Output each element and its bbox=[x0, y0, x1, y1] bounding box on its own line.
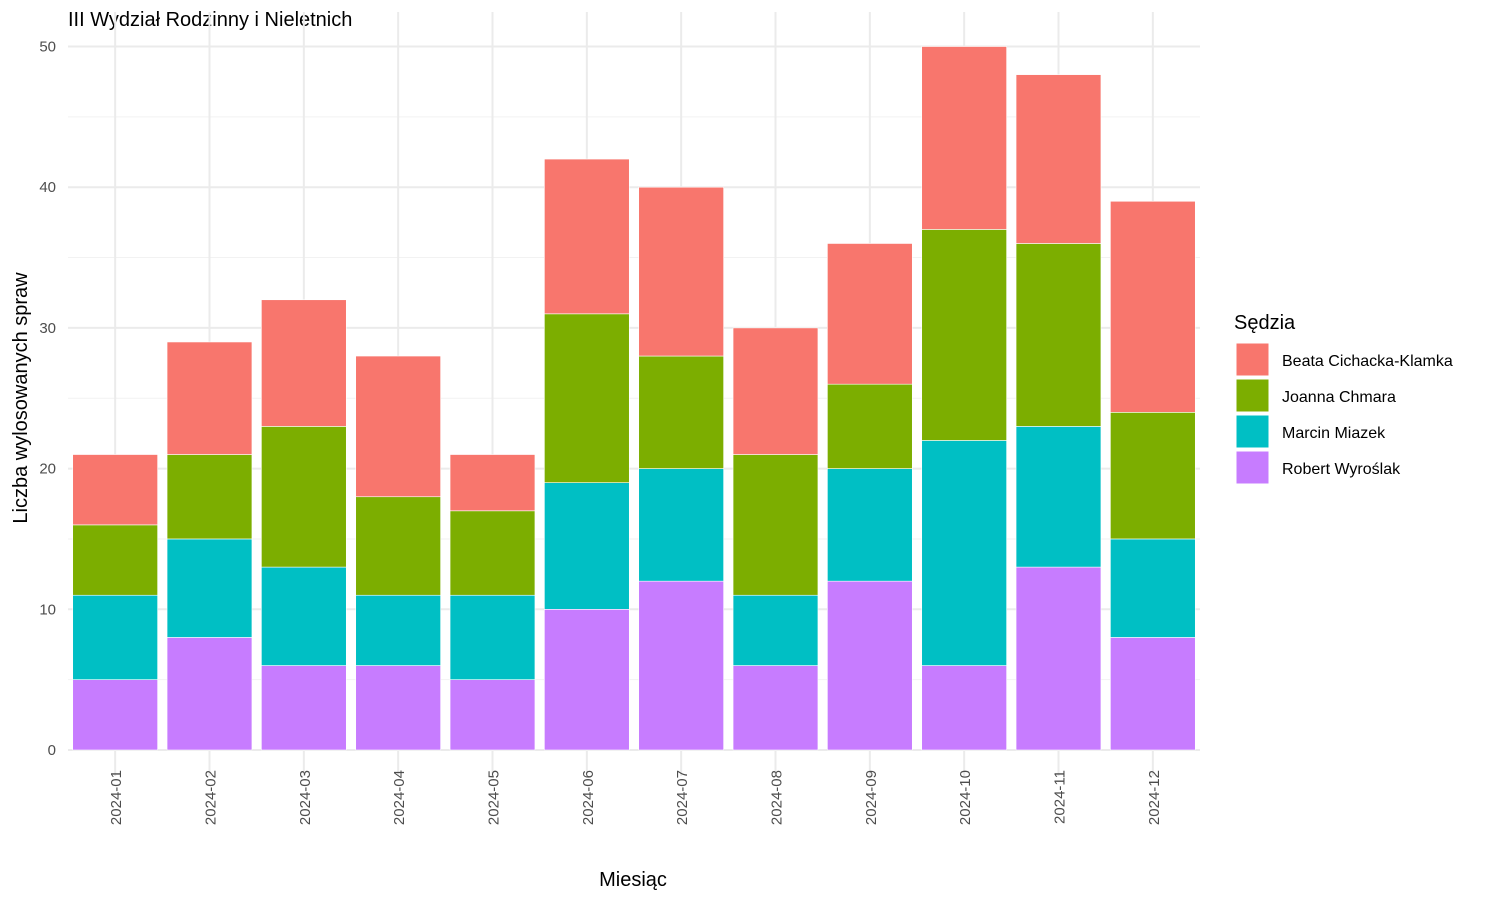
legend-label: Beata Cichacka-Klamka bbox=[1282, 353, 1453, 370]
bar-segment bbox=[827, 243, 913, 385]
bar-segment bbox=[355, 355, 441, 498]
y-axis-ticks: 0 10 20 30 40 50 bbox=[39, 39, 56, 760]
bar-segment bbox=[261, 665, 347, 751]
bar-segment bbox=[1015, 74, 1102, 244]
bar-segment bbox=[166, 454, 253, 540]
bar-segment bbox=[1015, 243, 1102, 427]
bar-segment bbox=[355, 496, 441, 596]
bar-segment bbox=[166, 341, 253, 455]
x-tick-label: 2024-06 bbox=[580, 770, 597, 825]
bars bbox=[72, 46, 1196, 751]
bar-segment bbox=[1110, 637, 1196, 751]
legend: Sędzia Beata Cichacka-Klamka Joanna Chmar… bbox=[1234, 312, 1453, 485]
x-tick-label: 2024-01 bbox=[108, 770, 125, 825]
x-tick-label: 2024-05 bbox=[486, 770, 503, 825]
bar-segment bbox=[355, 594, 441, 666]
x-tick-label: 2024-08 bbox=[769, 770, 786, 825]
bar-segment bbox=[732, 594, 819, 666]
bar-segment bbox=[261, 566, 347, 666]
bar-segment bbox=[1110, 200, 1196, 413]
bar-segment bbox=[1015, 426, 1102, 568]
bar-segment bbox=[921, 440, 1007, 666]
legend-label: Joanna Chmara bbox=[1282, 389, 1396, 406]
x-tick-label: 2024-04 bbox=[391, 770, 408, 825]
bar-segment bbox=[827, 468, 913, 582]
bar-segment bbox=[732, 665, 819, 751]
y-tick-label: 30 bbox=[39, 320, 56, 337]
bar-segment bbox=[921, 229, 1007, 441]
bar-segment bbox=[921, 665, 1007, 751]
legend-key bbox=[1235, 450, 1270, 485]
legend-key bbox=[1235, 414, 1270, 449]
bar-segment bbox=[638, 355, 724, 469]
x-tick-label: 2024-10 bbox=[957, 770, 974, 825]
bar-segment bbox=[355, 665, 441, 751]
bar-segment bbox=[449, 454, 536, 512]
bar-segment bbox=[638, 580, 724, 751]
bar-segment bbox=[166, 538, 253, 638]
legend-label: Robert Wyroślak bbox=[1282, 461, 1401, 478]
legend-key bbox=[1235, 378, 1270, 413]
y-axis-title: Liczba wylosowanych spraw bbox=[10, 272, 32, 524]
bar-segment bbox=[261, 426, 347, 568]
y-tick-label: 10 bbox=[39, 601, 56, 618]
bar-segment bbox=[732, 327, 819, 455]
bar-segment bbox=[1015, 566, 1102, 751]
x-axis-title: Miesiąc bbox=[599, 869, 667, 891]
bar-segment bbox=[544, 158, 630, 315]
bar-segment bbox=[166, 637, 253, 751]
bar-segment bbox=[1110, 538, 1196, 638]
y-tick-label: 0 bbox=[48, 742, 56, 759]
bar-segment bbox=[921, 46, 1007, 230]
bar-segment bbox=[449, 510, 536, 596]
bar-segment bbox=[638, 186, 724, 357]
x-tick-label: 2024-02 bbox=[203, 770, 220, 825]
y-tick-label: 50 bbox=[39, 39, 56, 56]
bar-segment bbox=[449, 594, 536, 680]
bar-segment bbox=[449, 679, 536, 751]
bar-segment bbox=[544, 313, 630, 483]
bar-segment bbox=[827, 383, 913, 469]
legend-label: Marcin Miazek bbox=[1282, 425, 1386, 442]
bar-segment bbox=[72, 679, 158, 751]
legend-title: Sędzia bbox=[1234, 312, 1296, 334]
bar-segment bbox=[732, 454, 819, 596]
legend-key bbox=[1235, 342, 1270, 377]
bar-segment bbox=[544, 608, 630, 751]
bar-segment bbox=[72, 454, 158, 526]
bar-segment bbox=[72, 524, 158, 596]
x-tick-label: 2024-09 bbox=[863, 770, 880, 825]
x-tick-label: 2024-07 bbox=[674, 770, 691, 825]
bar-segment bbox=[72, 594, 158, 680]
x-tick-label: 2024-03 bbox=[297, 770, 314, 825]
bar-segment bbox=[261, 299, 347, 427]
bar-segment bbox=[827, 580, 913, 751]
x-axis-ticks: 2024-01 2024-02 2024-03 2024-04 2024-05 2024-… bbox=[108, 770, 1163, 825]
x-tick-label: 2024-11 bbox=[1052, 770, 1069, 824]
y-tick-label: 40 bbox=[39, 179, 56, 196]
bar-segment bbox=[1110, 412, 1196, 540]
x-tick-label: 2024-12 bbox=[1146, 770, 1163, 825]
bar-segment bbox=[544, 482, 630, 610]
y-tick-label: 20 bbox=[39, 461, 56, 478]
bar-segment bbox=[638, 468, 724, 582]
